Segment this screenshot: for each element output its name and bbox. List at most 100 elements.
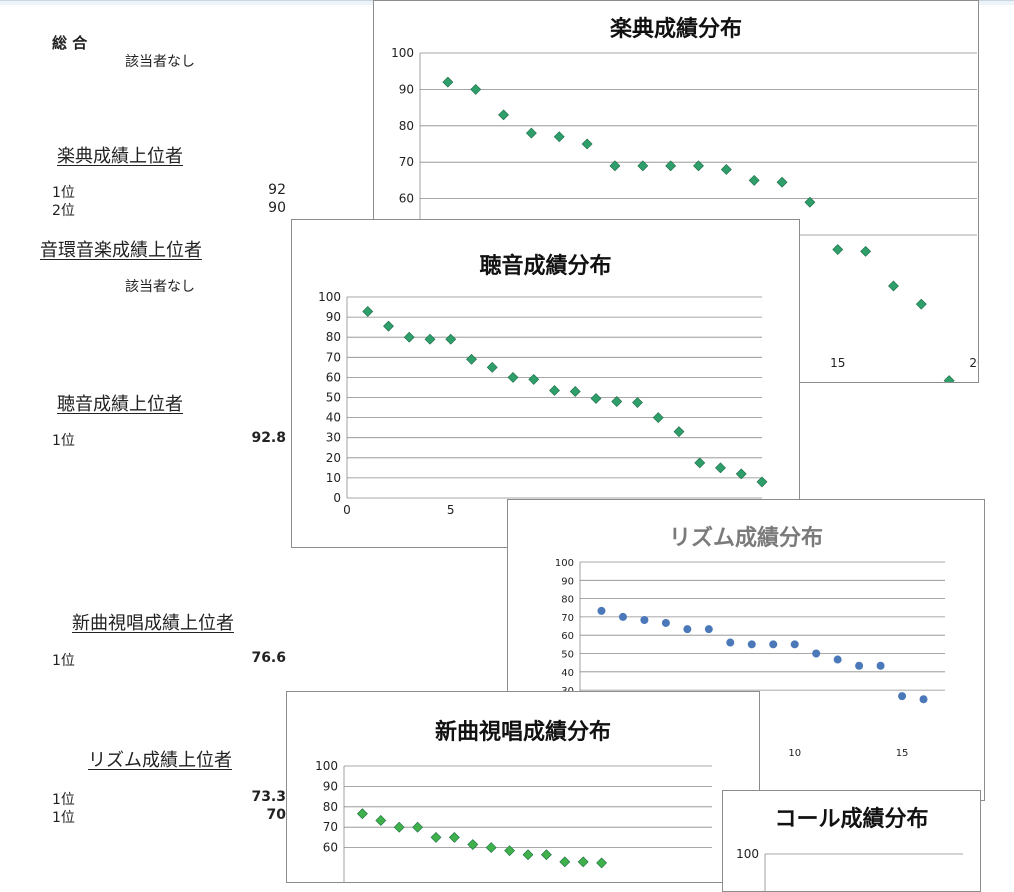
shinkyoku-chart-svg: 100 90 80 70 60	[315, 759, 712, 882]
choon-ytick-label: 20	[326, 451, 341, 465]
rhythm-ytick-label: 70	[561, 613, 574, 624]
choon-chart-panel[interactable]: 聴音成績分布 100 90 80 70 60 50 40 30 20 10 0 0 5	[291, 219, 800, 548]
shinkyoku-data-point	[356, 808, 368, 820]
choon-ytick-label: 90	[326, 310, 341, 324]
choon-data-point	[569, 386, 581, 397]
choon-data-point	[652, 412, 664, 424]
gakuten-xtick-label: 15	[830, 356, 845, 370]
gakuten-data-point	[943, 375, 955, 382]
choon-data-point	[694, 457, 706, 469]
rhythm-data-point	[704, 625, 713, 634]
call-chart-svg: 100	[736, 847, 963, 891]
gakuten-data-point	[470, 83, 482, 95]
shinkyoku-ytick-label: 60	[323, 841, 338, 855]
choon-chart-title: 聴音成績分布	[479, 254, 612, 279]
rhythm-ytick-label: 40	[561, 668, 574, 679]
gakuten-score-1: 92	[268, 182, 286, 198]
choon-xtick-label: 5	[447, 503, 455, 517]
gakuten-data-point	[804, 196, 816, 208]
choon-data-point	[549, 385, 560, 396]
rhythm-rank-1b: 1位	[52, 810, 75, 826]
shinkyoku-score-1: 76.6	[251, 650, 286, 666]
rhythm-ytick-label: 50	[561, 650, 574, 661]
gakuten-data-point	[553, 131, 565, 143]
sogo-note: 該当者なし	[125, 54, 195, 70]
gakuten-data-point	[581, 138, 593, 150]
onkan-heading: 音環音楽成績上位者	[40, 240, 202, 261]
call-chart-panel[interactable]: コール成績分布 100	[722, 790, 981, 892]
gakuten-rank-2: 2位	[52, 203, 75, 219]
rhythm-data-point	[683, 625, 692, 634]
choon-data-point	[611, 396, 623, 407]
choon-data-point	[486, 361, 498, 373]
choon-data-point	[528, 373, 540, 385]
choon-ytick-label: 30	[326, 431, 341, 445]
rhythm-data-point	[812, 649, 821, 658]
shinkyoku-data-point	[596, 857, 608, 869]
rhythm-data-point	[726, 638, 735, 647]
choon-score-1: 92.8	[251, 430, 286, 446]
choon-ytick-label: 10	[326, 471, 341, 485]
choon-data-point	[362, 306, 374, 317]
choon-heading: 聴音成績上位者	[57, 394, 183, 415]
shinkyoku-ytick-label: 90	[323, 779, 338, 793]
shinkyoku-data-point	[522, 849, 534, 861]
shinkyoku-data-point	[375, 815, 387, 826]
shinkyoku-data-point	[448, 831, 460, 843]
rhythm-ytick-label: 90	[561, 576, 574, 587]
rhythm-data-point	[790, 640, 799, 649]
rhythm-rank-1a: 1位	[52, 792, 75, 808]
shinkyoku-chart-title: 新曲視唱成績分布	[434, 720, 611, 745]
choon-data-point	[632, 397, 643, 408]
shinkyoku-data-point	[577, 856, 589, 868]
gakuten-data-point	[693, 160, 704, 172]
rhythm-chart-svg: 100908070605040301015	[555, 558, 945, 759]
shinkyoku-data-point	[393, 821, 405, 833]
choon-data-point	[507, 371, 519, 383]
rhythm-data-point	[747, 640, 756, 649]
onkan-note: 該当者なし	[125, 279, 195, 295]
shinkyoku-ytick-label: 70	[323, 820, 338, 834]
shinkyoku-ytick-label: 100	[315, 759, 338, 773]
gakuten-data-point	[442, 76, 454, 88]
choon-ytick-label: 60	[326, 370, 341, 384]
rhythm-score-1a: 73.3	[251, 789, 286, 805]
gakuten-data-point	[915, 298, 927, 310]
gakuten-ytick-label: 100	[391, 46, 414, 60]
shinkyoku-heading: 新曲視唱成績上位者	[72, 613, 234, 634]
gakuten-data-point	[525, 127, 537, 139]
rhythm-data-point	[661, 618, 670, 627]
choon-data-point	[590, 393, 602, 404]
rhythm-ytick-label: 80	[561, 595, 574, 606]
gakuten-ytick-label: 90	[399, 82, 414, 96]
gakuten-ytick-label: 70	[399, 155, 414, 169]
call-chart-title: コール成績分布	[774, 807, 929, 832]
rhythm-xtick-label: 10	[788, 748, 801, 759]
rhythm-data-point	[640, 616, 649, 625]
choon-ytick-label: 0	[333, 491, 341, 505]
gakuten-rank-1: 1位	[52, 185, 75, 201]
choon-data-point	[673, 426, 685, 438]
gakuten-ytick-label: 80	[399, 119, 414, 133]
rhythm-heading: リズム成績上位者	[88, 750, 232, 771]
shinkyoku-chart-panel[interactable]: 新曲視唱成績分布 100 90 80 70 60	[286, 691, 760, 883]
gakuten-data-point	[665, 160, 677, 172]
sogo-title: 総 合	[52, 34, 88, 52]
gakuten-xtick-label: 20	[969, 356, 978, 370]
rhythm-data-point	[855, 661, 864, 670]
gakuten-data-point	[748, 174, 760, 186]
choon-ytick-label: 50	[326, 391, 341, 405]
choon-ytick-label: 70	[326, 350, 341, 364]
rhythm-ytick-label: 100	[555, 558, 574, 569]
gakuten-data-point	[609, 160, 621, 172]
gakuten-data-point	[776, 176, 788, 188]
rhythm-xtick-label: 15	[896, 748, 909, 759]
shinkyoku-data-point	[540, 849, 552, 861]
rhythm-ytick-label: 60	[561, 631, 574, 642]
gakuten-data-point	[498, 109, 509, 121]
rhythm-data-point	[769, 640, 778, 649]
rhythm-data-point	[597, 606, 606, 615]
gakuten-data-point	[720, 164, 732, 175]
gakuten-chart-title: 楽典成績分布	[609, 17, 742, 42]
